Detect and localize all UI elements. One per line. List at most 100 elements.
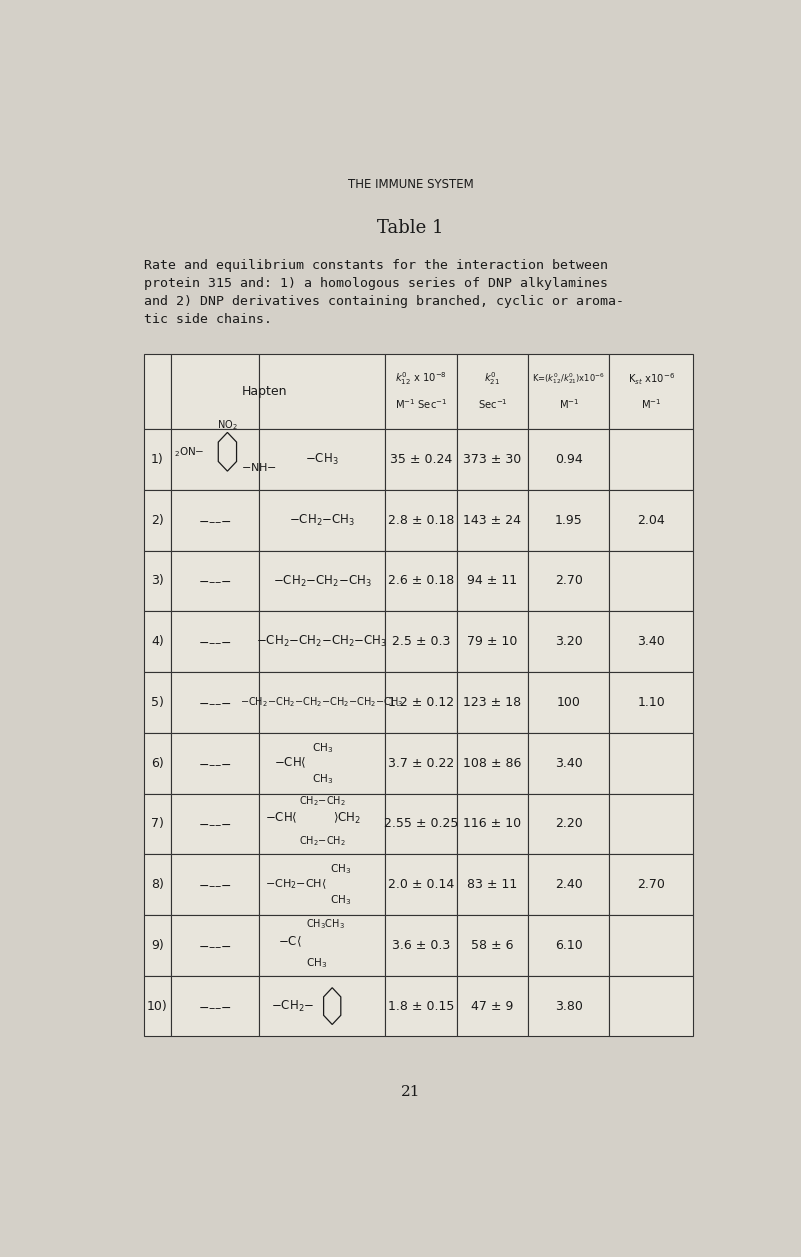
Text: $-$CH$_2$$-$CH$\langle$: $-$CH$_2$$-$CH$\langle$ — [265, 877, 327, 891]
Bar — [385, 855, 457, 915]
Text: $-$CH$\langle$: $-$CH$\langle$ — [275, 755, 307, 771]
Text: 3.7 ± 0.22: 3.7 ± 0.22 — [388, 757, 454, 769]
Text: $-$NH$-$: $-$NH$-$ — [241, 461, 277, 474]
Text: Hapten: Hapten — [242, 385, 288, 398]
Bar — [143, 490, 171, 551]
Text: 35 ± 0.24: 35 ± 0.24 — [390, 453, 452, 466]
Bar — [528, 490, 610, 551]
Bar — [259, 354, 385, 429]
Bar — [385, 490, 457, 551]
Text: 2.70: 2.70 — [638, 879, 665, 891]
Text: 1): 1) — [151, 453, 163, 466]
Text: 3.20: 3.20 — [555, 635, 582, 649]
Bar — [457, 793, 528, 855]
Text: $k_{21}^{0}$: $k_{21}^{0}$ — [485, 371, 501, 387]
Bar — [610, 611, 693, 672]
Bar — [259, 672, 385, 733]
Text: 108 ± 86: 108 ± 86 — [463, 757, 521, 769]
Text: 94 ± 11: 94 ± 11 — [467, 574, 517, 587]
Text: 0.94: 0.94 — [555, 453, 582, 466]
Bar — [457, 551, 528, 611]
Text: K=($k_{12}^{0}$/$k_{21}^{0}$)x10$^{-6}$: K=($k_{12}^{0}$/$k_{21}^{0}$)x10$^{-6}$ — [533, 372, 606, 386]
Bar — [143, 793, 171, 855]
Text: 143 ± 24: 143 ± 24 — [464, 514, 521, 527]
Text: 1.95: 1.95 — [555, 514, 582, 527]
Bar — [171, 490, 259, 551]
Text: 5): 5) — [151, 696, 163, 709]
Text: $-$––$-$: $-$––$-$ — [198, 574, 232, 587]
Bar — [171, 975, 259, 1037]
Text: 373 ± 30: 373 ± 30 — [463, 453, 521, 466]
Bar — [259, 793, 385, 855]
Text: $\rangle$CH$_2$: $\rangle$CH$_2$ — [333, 811, 361, 826]
Bar — [528, 354, 610, 429]
Bar — [143, 915, 171, 975]
Bar — [457, 354, 528, 429]
Text: 4): 4) — [151, 635, 163, 649]
Text: K$_{st}$ x10$^{-6}$: K$_{st}$ x10$^{-6}$ — [628, 371, 674, 387]
Text: 2): 2) — [151, 514, 163, 527]
Bar — [610, 672, 693, 733]
Bar — [610, 975, 693, 1037]
Bar — [457, 733, 528, 793]
Bar — [457, 975, 528, 1037]
Bar — [610, 793, 693, 855]
Bar — [528, 793, 610, 855]
Bar — [143, 551, 171, 611]
Bar — [610, 429, 693, 490]
Bar — [171, 915, 259, 975]
Text: $-$––$-$: $-$––$-$ — [198, 514, 232, 527]
Text: 3.40: 3.40 — [638, 635, 665, 649]
Text: CH$_3$: CH$_3$ — [330, 894, 352, 908]
Text: $-$CH$_2$$-$: $-$CH$_2$$-$ — [272, 998, 315, 1013]
Bar — [259, 490, 385, 551]
Text: $-$CH$_3$: $-$CH$_3$ — [305, 453, 339, 468]
Text: 2.04: 2.04 — [638, 514, 665, 527]
Text: CH$_3$: CH$_3$ — [305, 955, 327, 969]
Text: Table 1: Table 1 — [377, 219, 444, 236]
Text: $-$C$\langle$: $-$C$\langle$ — [278, 934, 301, 949]
Text: 3.80: 3.80 — [555, 999, 583, 1013]
Text: THE IMMUNE SYSTEM: THE IMMUNE SYSTEM — [348, 178, 473, 191]
Bar — [259, 915, 385, 975]
Bar — [610, 733, 693, 793]
Bar — [528, 855, 610, 915]
Text: 7): 7) — [151, 817, 163, 831]
Text: 123 ± 18: 123 ± 18 — [463, 696, 521, 709]
Text: NO$_2$: NO$_2$ — [217, 419, 238, 432]
Bar — [457, 672, 528, 733]
Text: M$^{-1}$: M$^{-1}$ — [558, 397, 579, 411]
Bar — [457, 915, 528, 975]
Bar — [610, 354, 693, 429]
Text: CH$_3$: CH$_3$ — [312, 772, 333, 786]
Bar — [385, 672, 457, 733]
Bar — [259, 611, 385, 672]
Bar — [610, 915, 693, 975]
Text: 2.0 ± 0.14: 2.0 ± 0.14 — [388, 879, 454, 891]
Text: 79 ± 10: 79 ± 10 — [467, 635, 517, 649]
Bar — [385, 354, 457, 429]
Text: $-$CH$_2$$-$CH$_3$: $-$CH$_2$$-$CH$_3$ — [289, 513, 355, 528]
Bar — [528, 551, 610, 611]
Text: 2.8 ± 0.18: 2.8 ± 0.18 — [388, 514, 454, 527]
Text: $-$CH$\langle$: $-$CH$\langle$ — [265, 811, 298, 826]
Text: 47 ± 9: 47 ± 9 — [471, 999, 513, 1013]
Bar — [143, 672, 171, 733]
Text: 1.8 ± 0.15: 1.8 ± 0.15 — [388, 999, 454, 1013]
Bar — [171, 551, 259, 611]
Text: 2.70: 2.70 — [555, 574, 583, 587]
Text: CH$_3$CH$_3$: CH$_3$CH$_3$ — [305, 918, 344, 931]
Text: $-$CH$_2$$-$CH$_2$$-$CH$_3$: $-$CH$_2$$-$CH$_2$$-$CH$_3$ — [273, 573, 372, 588]
Bar — [259, 855, 385, 915]
Text: CH$_2$$-$CH$_2$: CH$_2$$-$CH$_2$ — [300, 793, 346, 807]
Text: 116 ± 10: 116 ± 10 — [463, 817, 521, 831]
Bar — [259, 551, 385, 611]
Bar — [385, 429, 457, 490]
Text: 2.5 ± 0.3: 2.5 ± 0.3 — [392, 635, 450, 649]
Text: 8): 8) — [151, 879, 163, 891]
Text: CH$_2$$-$CH$_2$: CH$_2$$-$CH$_2$ — [300, 835, 346, 848]
Text: 83 ± 11: 83 ± 11 — [467, 879, 517, 891]
Text: $_2$ON$-$: $_2$ON$-$ — [174, 445, 205, 459]
Text: 3): 3) — [151, 574, 163, 587]
Text: 2.55 ± 0.25: 2.55 ± 0.25 — [384, 817, 458, 831]
